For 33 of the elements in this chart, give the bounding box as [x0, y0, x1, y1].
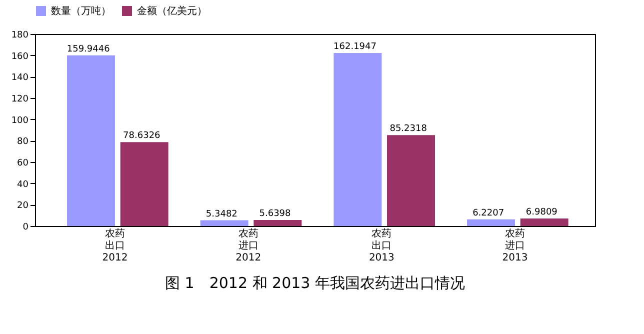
data-label: 5.3482	[206, 209, 238, 220]
x-tick-label: 农药出口2013	[368, 228, 394, 264]
bar	[467, 219, 515, 226]
data-label: 6.9809	[526, 208, 558, 218]
y-tick-label: 20	[17, 201, 29, 212]
x-tick-label: 农药进口2012	[236, 228, 262, 264]
text: 图 1 2012 和 2013 年我国农药进出口情况	[165, 274, 465, 292]
y-tick-label: 180	[11, 30, 29, 40]
y-tick-label: 120	[11, 94, 29, 104]
data-label: 159.9446	[66, 44, 110, 54]
y-tick-label: 60	[17, 158, 29, 168]
data-label: 78.6326	[123, 131, 161, 142]
bar	[334, 52, 382, 226]
data-label: 85.2318	[390, 124, 428, 134]
bar	[387, 135, 435, 226]
y-tick-label: 0	[22, 222, 29, 232]
x-tick-label: 农药进口2013	[502, 228, 528, 264]
data-label: 6.2207	[472, 208, 504, 218]
bar	[254, 220, 302, 226]
y-tick-label: 160	[11, 52, 29, 62]
data-label: 162.1947	[334, 42, 376, 52]
bar	[120, 142, 168, 226]
data-label: 5.6398	[259, 208, 292, 219]
y-tick-label: 80	[17, 137, 29, 148]
bar	[520, 218, 568, 226]
bar	[200, 220, 248, 226]
bar	[67, 55, 115, 226]
legend-label: 数量（万吨）	[51, 5, 111, 17]
x-tick-label: 农药出口2012	[102, 228, 128, 264]
y-tick-label: 140	[11, 73, 29, 84]
legend-label: 金额（亿美元）	[137, 5, 207, 17]
y-tick-label: 40	[17, 180, 29, 190]
y-tick-label: 100	[11, 116, 29, 126]
